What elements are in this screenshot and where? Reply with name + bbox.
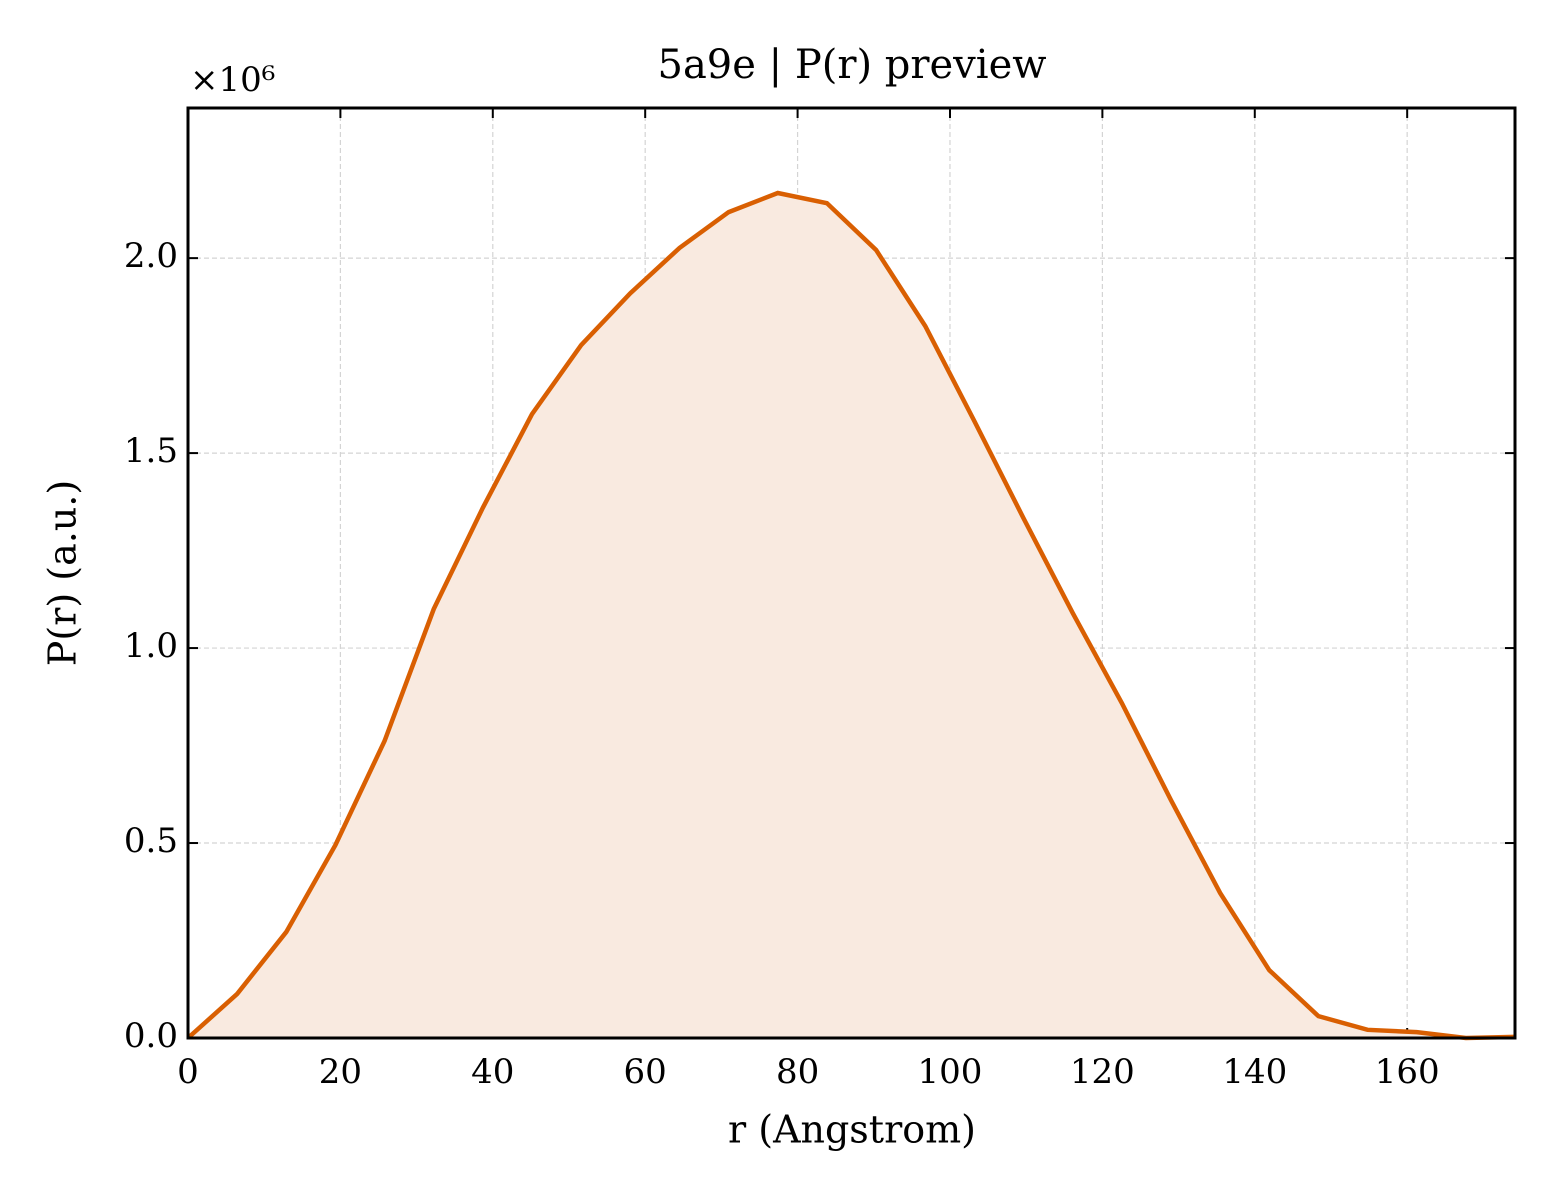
x-tick-label: 160 [1375,1052,1440,1092]
x-tick-label: 140 [1222,1052,1287,1092]
y-tick-label: 0.0 [124,1016,178,1056]
x-tick-label: 20 [319,1052,362,1092]
y-tick-label: 2.0 [124,236,178,276]
x-tick-label: 0 [177,1052,199,1092]
y-offset-label: ×10⁶ [190,60,275,100]
x-axis-label: r (Angstrom) [728,1108,976,1152]
area [188,193,1515,1038]
chart-title: 5a9e | P(r) preview [658,42,1047,88]
y-tick-label: 1.5 [124,431,178,471]
x-tick-label: 80 [776,1052,819,1092]
plot-frame [186,106,1517,1040]
y-tick-label: 0.5 [124,821,178,861]
y-axis-label: P(r) (a.u.) [41,480,85,666]
line [186,190,1516,1041]
x-tick-label: 120 [1070,1052,1135,1092]
x-tick-label: 100 [918,1052,983,1092]
x-tick-label: 40 [471,1052,514,1092]
y-tick-label: 1.0 [124,626,178,666]
x-tick-label: 60 [624,1052,667,1092]
